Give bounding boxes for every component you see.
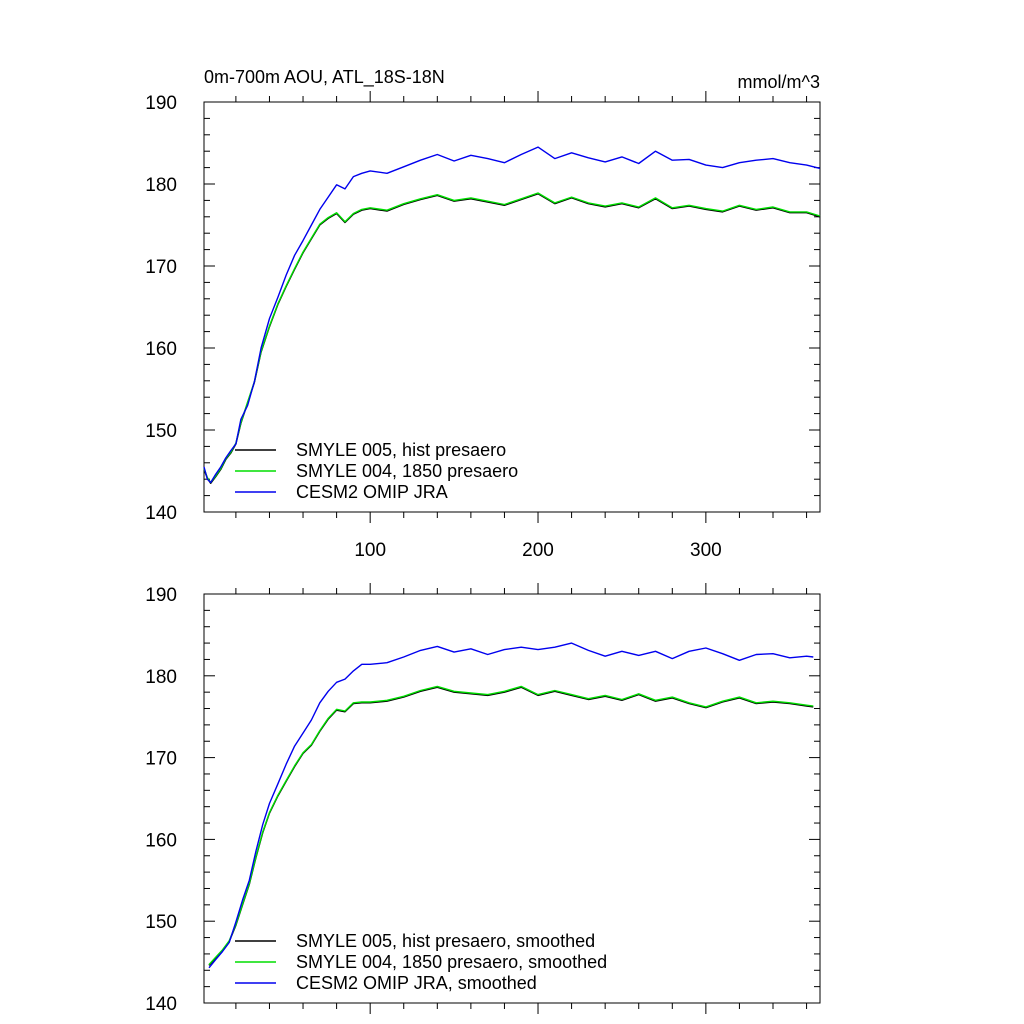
units-label: mmol/m^3 xyxy=(738,72,820,92)
x-tick-label: 100 xyxy=(354,540,386,561)
plot-frame xyxy=(203,593,821,1004)
y-tick-label: 140 xyxy=(145,994,177,1015)
legend-label: CESM2 OMIP JRA, smoothed xyxy=(296,973,537,993)
y-tick-label: 190 xyxy=(145,93,177,114)
y-tick-label: 160 xyxy=(145,830,177,851)
chart-panel-1: 140 150 160 170 180 190 100 200 300 0m-700m AOU, … xyxy=(145,67,821,561)
series-line-pi1850 xyxy=(208,685,814,966)
y-tick-label: 160 xyxy=(145,339,177,360)
legend-label: SMYLE 004, 1850 presaero xyxy=(296,461,518,481)
series-line-omip xyxy=(208,642,814,969)
y-tick-label: 190 xyxy=(145,585,177,606)
y-tick-label: 140 xyxy=(145,503,177,524)
y-tick-label: 180 xyxy=(145,175,177,196)
y-tick-label: 170 xyxy=(145,257,177,278)
series-line-hist xyxy=(208,686,814,966)
y-tick-label: 150 xyxy=(145,912,177,933)
y-tick-label: 170 xyxy=(145,749,177,770)
plot-frame xyxy=(203,101,821,513)
x-tick-label: 300 xyxy=(690,540,722,561)
legend-label: SMYLE 004, 1850 presaero, smoothed xyxy=(296,952,607,972)
legend-label: SMYLE 005, hist presaero, smoothed xyxy=(296,931,595,951)
legend-label: SMYLE 005, hist presaero xyxy=(296,440,506,460)
chart-panel-2: 140 150 160 170 180 190 SMYLE 005, hist presae… xyxy=(145,583,821,1015)
y-tick-label: 180 xyxy=(145,667,177,688)
chart-title: 0m-700m AOU, ATL_18S-18N xyxy=(204,67,445,88)
y-tick-label: 150 xyxy=(145,421,177,442)
x-tick-label: 200 xyxy=(522,540,554,561)
series-line-omip xyxy=(203,146,821,484)
legend-label: CESM2 OMIP JRA xyxy=(296,482,448,502)
